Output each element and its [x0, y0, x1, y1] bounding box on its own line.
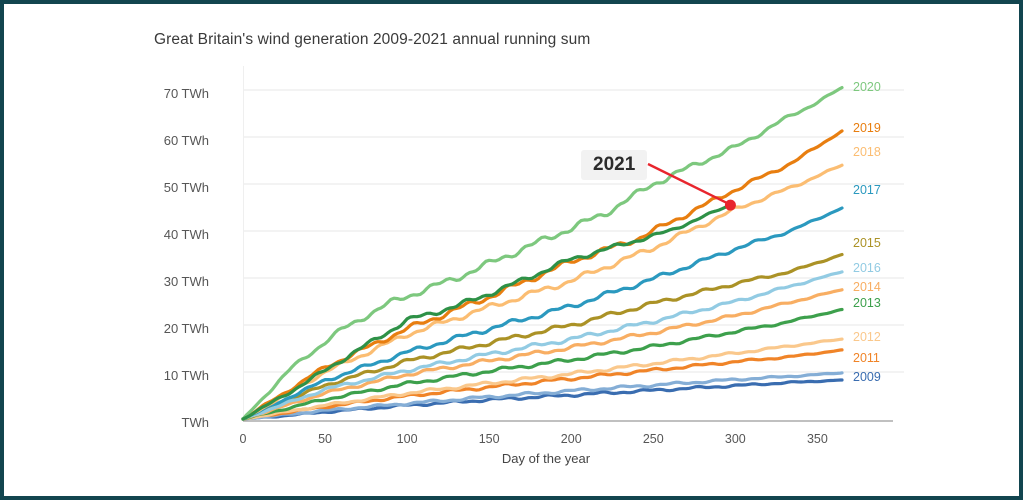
annotation-arrow	[647, 162, 728, 205]
year-label-2013: 2013	[853, 296, 881, 311]
series-line-2011	[241, 348, 844, 421]
year-label-2019: 2019	[853, 120, 881, 135]
series-line-2015	[241, 252, 844, 421]
series-line-2020	[241, 85, 844, 421]
series-line-2021	[241, 203, 733, 421]
page-title: Great Britain's wind generation 2009-202…	[154, 31, 591, 48]
y-axis-tick-label: 40 TWh	[163, 227, 209, 242]
series-line-2010	[241, 371, 844, 421]
x-axis-title: Day of the year	[501, 451, 591, 466]
annotation-endpoint-dot	[724, 199, 736, 211]
series-line-2017	[241, 206, 844, 421]
x-axis-tick-label: 150	[478, 432, 500, 446]
series-line-2016	[241, 270, 844, 421]
y-axis-tick-label: 20 TWh	[163, 321, 209, 336]
series-line-2012	[241, 337, 844, 421]
year-label-2020: 2020	[853, 79, 881, 94]
year-label-2016: 2016	[853, 260, 881, 275]
y-axis-tick-label: 30 TWh	[163, 274, 209, 289]
x-axis-tick-label: 100	[396, 432, 418, 446]
annotation-2021-label: 2021	[581, 150, 648, 180]
year-label-2009: 2009	[853, 369, 881, 384]
chart-canvas	[241, 66, 904, 422]
series-line-2014	[241, 288, 844, 421]
x-axis-tick-label: 200	[560, 432, 582, 446]
x-axis-tick-label: 300	[724, 432, 746, 446]
x-axis-tick-label: 350	[806, 432, 828, 446]
year-label-2012: 2012	[853, 330, 881, 345]
y-axis-tick-label: TWh	[181, 415, 209, 430]
x-axis-tick-label: 250	[642, 432, 664, 446]
series-line-2013	[241, 307, 844, 421]
year-label-2018: 2018	[853, 145, 881, 160]
year-label-2015: 2015	[853, 235, 881, 250]
x-axis-tick-label: 50	[318, 432, 332, 446]
year-label-2017: 2017	[853, 182, 881, 197]
y-axis-tick-label: 60 TWh	[163, 133, 209, 148]
x-axis-tick-label: 0	[239, 432, 247, 446]
year-label-2014: 2014	[853, 279, 881, 294]
y-axis-tick-label: 50 TWh	[163, 180, 209, 195]
y-axis-tick-label: 70 TWh	[163, 86, 209, 101]
year-label-2011: 2011	[853, 350, 880, 365]
y-axis-tick-label: 10 TWh	[163, 368, 209, 383]
